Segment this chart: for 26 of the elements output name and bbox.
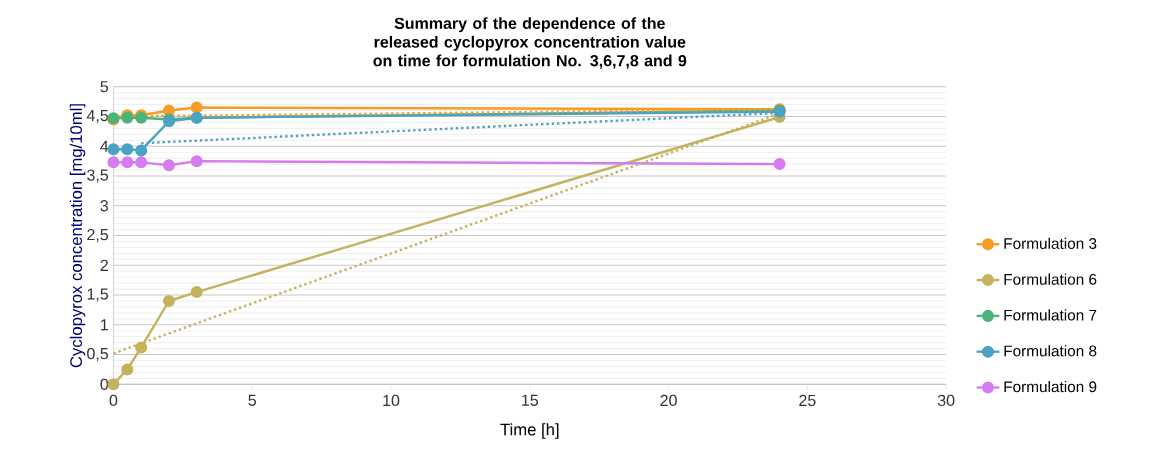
- y-axis-title: Cyclopyrox concentration [mg/10ml]: [69, 104, 86, 368]
- y-tick-label: 1,5: [87, 288, 109, 302]
- y-tick-label: 4,5: [86, 109, 109, 123]
- y-tick-label: 0: [100, 378, 109, 390]
- x-axis-title: Time [h]: [500, 423, 559, 439]
- x-tick-label: 20: [660, 394, 677, 406]
- chart-title: Summary of the dependence of the released cyclopyrox concentration value on time for formulation No. 3,6,7,8 and 9: [373, 17, 687, 69]
- y-tick-label: 5: [100, 80, 109, 93]
- x-tick-label: 30: [937, 394, 955, 406]
- x-tick-label: 10: [383, 394, 400, 406]
- y-tick-label: 0,5: [87, 347, 109, 361]
- legend-label: Formulation 9: [1004, 380, 1097, 393]
- y-tick-label: 3: [100, 199, 109, 212]
- legend-label: Formulation 6: [1004, 273, 1097, 285]
- y-tick-label: 3,5: [87, 169, 109, 183]
- x-tick-label: 5: [248, 394, 256, 406]
- y-tick-label: 2,5: [87, 228, 109, 242]
- legend-label: Formulation 7: [1004, 309, 1097, 321]
- x-tick-label: 15: [522, 394, 539, 406]
- y-tick-label: 4: [100, 140, 109, 152]
- x-tick-label: 25: [799, 394, 816, 406]
- legend-label: Formulation 3: [1004, 237, 1097, 249]
- legend-label: Formulation 8: [1004, 344, 1097, 357]
- y-tick-label: 2: [100, 259, 108, 271]
- x-tick-label: 0: [109, 394, 118, 406]
- y-tick-label: 1: [101, 319, 108, 331]
